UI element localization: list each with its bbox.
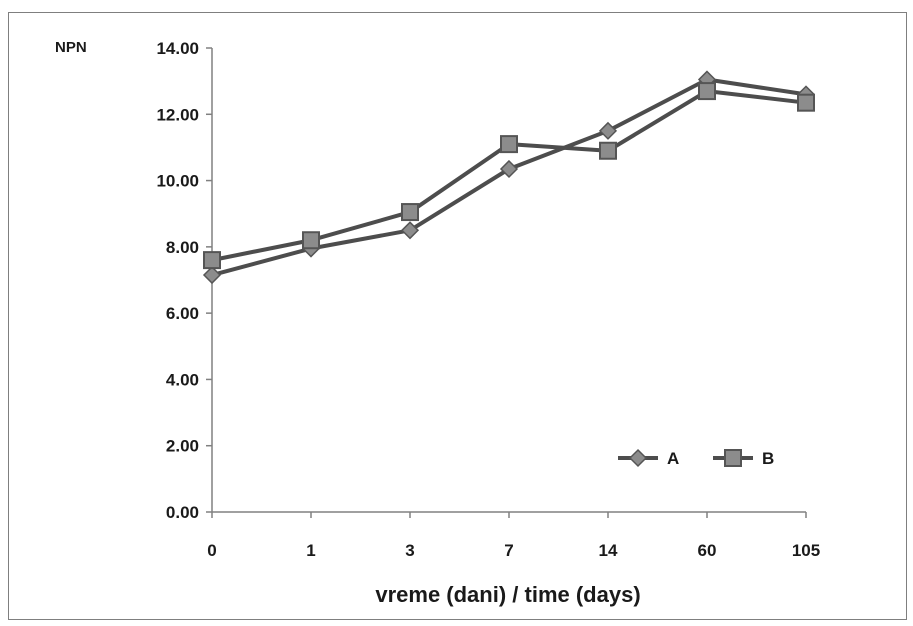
axes: [206, 47, 807, 518]
data-point-a: [499, 159, 519, 179]
x-axis-title: vreme (dani) / time (days): [375, 582, 640, 607]
x-tick-label: 7: [504, 541, 513, 560]
y-tick-label: 6.00: [166, 304, 199, 323]
legend-marker-square: [724, 449, 742, 467]
data-point-b: [698, 82, 716, 101]
series-b: [203, 82, 815, 270]
legend-label: A: [667, 449, 679, 468]
data-point-b: [401, 203, 419, 222]
y-tick-label: 0.00: [166, 503, 199, 522]
y-tick-label: 14.00: [156, 39, 199, 58]
x-tick-label: 3: [405, 541, 414, 560]
data-point-b: [500, 135, 518, 154]
legend-item-a: A: [618, 448, 679, 468]
data-point-a: [400, 221, 420, 240]
x-tick-labels: 0 1 3 7 14 60 105: [207, 541, 820, 560]
x-tick-label: 1: [306, 541, 315, 560]
data-point-b: [797, 93, 815, 112]
data-point-b: [203, 251, 221, 270]
legend-label: B: [762, 449, 774, 468]
y-tick-label: 10.00: [156, 172, 199, 191]
chart-frame: [8, 12, 907, 620]
x-tick-label: 0: [207, 541, 216, 560]
y-tick-label: 12.00: [156, 105, 199, 124]
data-point-b: [302, 231, 320, 250]
data-point-b: [599, 141, 617, 160]
legend-item-b: B: [713, 449, 774, 468]
data-point-a: [202, 265, 222, 285]
legend-marker-diamond: [628, 448, 648, 468]
y-tick-labels: 0.00 2.00 4.00 6.00 8.00 10.00 12.00 14.00: [156, 39, 199, 522]
series-layer: [202, 70, 816, 285]
y-tick-label: 4.00: [166, 370, 199, 389]
series-a: [202, 70, 816, 285]
x-tick-label: 105: [792, 541, 820, 560]
x-tick-label: 14: [599, 541, 618, 560]
y-tick-label: 8.00: [166, 238, 199, 257]
y-tick-label: 2.00: [166, 437, 199, 456]
x-tick-label: 60: [698, 541, 717, 560]
y-axis-title: NPN: [55, 39, 87, 56]
data-point-a: [598, 121, 618, 140]
